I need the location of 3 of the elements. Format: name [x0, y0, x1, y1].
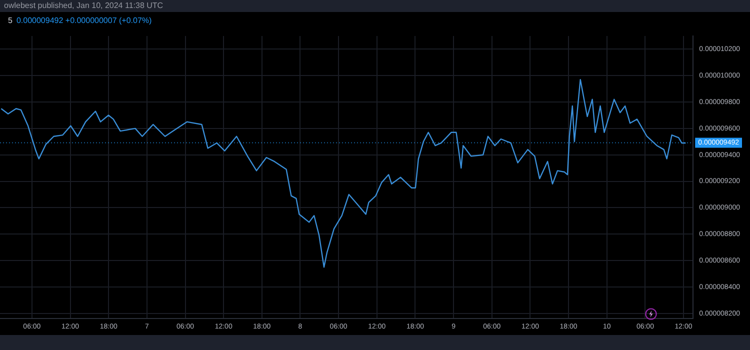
chart-title: 5: [8, 16, 12, 25]
chart-subtitle: 0.000009492 +0.000000007 (+0.07%): [16, 16, 152, 25]
text: owlebest published, Jan 10, 2024 11:38 UTC: [4, 1, 164, 10]
